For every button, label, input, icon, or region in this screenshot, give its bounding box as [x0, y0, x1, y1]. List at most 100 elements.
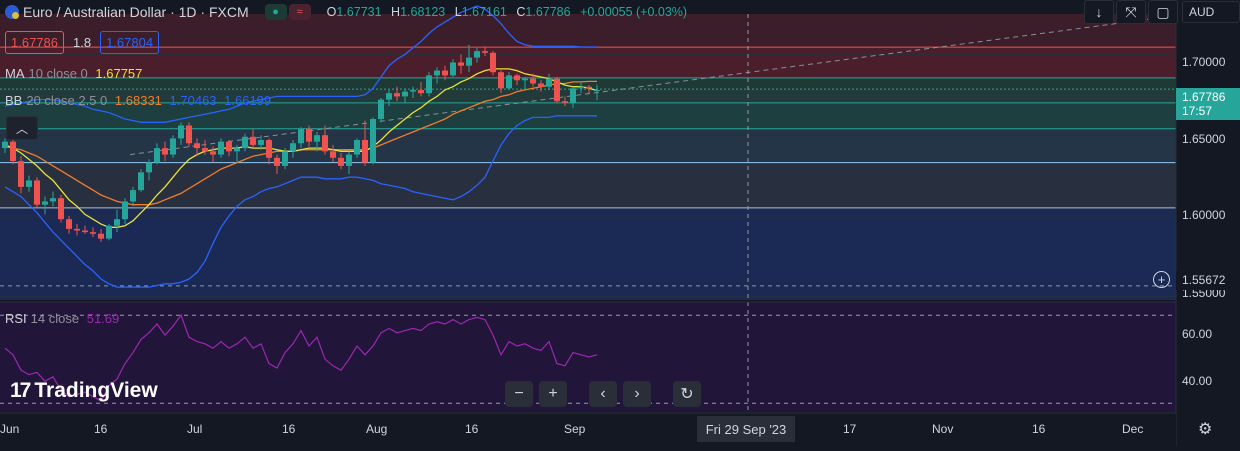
candle-body	[514, 75, 520, 81]
reset-icon: ↻	[680, 386, 694, 403]
currency-select[interactable]: AUD	[1182, 1, 1240, 23]
candle-body	[2, 141, 8, 149]
last-price-label: 1.67786 17:57	[1176, 88, 1240, 120]
candle	[386, 89, 392, 107]
candle	[458, 54, 464, 74]
price-axis-bg	[1177, 0, 1240, 446]
gear-icon[interactable]: ⚙	[1198, 421, 1213, 438]
ohlc-change: +0.00055 (+0.03%)	[580, 5, 688, 19]
sell-button[interactable]: 1.67786	[5, 30, 64, 54]
candle-body	[450, 62, 456, 76]
candle	[362, 120, 368, 166]
candle-body	[26, 180, 32, 187]
candle	[242, 133, 248, 152]
crosshair-date-label: Fri 29 Sep '23	[697, 416, 795, 442]
candle	[290, 140, 296, 158]
time-label: 17	[843, 422, 857, 436]
minus-icon: −	[514, 385, 524, 402]
bb-name: BB	[5, 93, 23, 108]
candle	[114, 209, 120, 233]
candle	[178, 122, 184, 145]
candle	[34, 177, 40, 208]
candle	[410, 86, 416, 99]
time-label: 16	[94, 422, 108, 436]
candle-body	[490, 52, 496, 73]
candle-body	[34, 180, 40, 205]
zoom-out-button[interactable]: −	[505, 381, 533, 407]
candle	[322, 125, 328, 155]
rsi-params: 14 close	[30, 311, 80, 326]
spread-value: 1.8	[73, 34, 92, 50]
candle-body	[10, 141, 16, 162]
candle-body	[266, 140, 272, 158]
candle-body	[562, 101, 568, 103]
candle-body	[362, 140, 368, 163]
candle-body	[66, 219, 72, 229]
candle	[346, 151, 352, 174]
time-label: 16	[1032, 422, 1046, 436]
bb-legend[interactable]: BB 20 close 2.5 0 1.68331 1.70463 1.66199	[5, 93, 271, 108]
candle-body	[338, 157, 344, 166]
candle	[250, 128, 256, 149]
bb-upper-value: 1.70463	[169, 93, 217, 108]
chart-navigation: − + ‹ › ↻	[505, 381, 701, 407]
bb-lower-line	[4, 115, 597, 288]
chevron-left-icon: ‹	[600, 385, 606, 402]
candle	[442, 65, 448, 81]
candle	[530, 73, 536, 87]
candle	[378, 98, 384, 123]
symbol-title[interactable]: Euro / Australian Dollar · 1D · FXCM	[23, 4, 249, 20]
rsi-name: RSI	[5, 311, 27, 326]
screenshot-icon[interactable]: ▢	[1148, 0, 1178, 24]
candle	[186, 122, 192, 147]
rsi-legend[interactable]: RSI 14 close 51.69	[5, 311, 119, 326]
candle-body	[114, 219, 120, 226]
candle-body	[434, 70, 440, 76]
add-alert-plus-icon[interactable]: +	[1153, 271, 1170, 288]
time-label: Jul	[187, 422, 203, 436]
candle	[66, 215, 72, 234]
candle-body	[50, 198, 56, 202]
zone-fill	[0, 128, 1176, 163]
currency-flag-icon	[5, 5, 19, 19]
collapse-icon[interactable]: ⤧	[1116, 0, 1146, 24]
price-tick: 1.70000	[1182, 55, 1226, 69]
candle	[226, 140, 232, 157]
candle	[554, 77, 560, 103]
candle	[138, 169, 144, 192]
candle	[306, 125, 312, 147]
arrow-down-icon[interactable]: ↓	[1084, 0, 1114, 24]
collapse-legend-button[interactable]: ︿	[6, 116, 38, 140]
candle	[162, 141, 168, 162]
scroll-left-button[interactable]: ‹	[589, 381, 617, 407]
candle	[514, 73, 520, 86]
candle-body	[58, 198, 64, 220]
ma-legend[interactable]: MA 10 close 0 1.67757	[5, 66, 142, 81]
candle-body	[418, 89, 424, 94]
time-label: 16	[282, 422, 296, 436]
time-axis-bg	[0, 414, 1176, 446]
ma-line	[4, 68, 598, 228]
price-tick: 1.60000	[1182, 208, 1226, 222]
candle-body	[178, 125, 184, 139]
candle	[354, 138, 360, 158]
ma-params: 10 close 0	[28, 66, 88, 81]
candle-body	[506, 75, 512, 89]
candle-body	[138, 172, 144, 191]
scroll-right-button[interactable]: ›	[623, 381, 651, 407]
candle-body	[538, 83, 544, 87]
reset-chart-button[interactable]: ↻	[673, 381, 701, 407]
candle-body	[442, 70, 448, 76]
buy-button[interactable]: 1.67804	[100, 30, 160, 54]
market-status-pills[interactable]: ● ≈	[264, 4, 311, 20]
candle	[562, 96, 568, 107]
candle-body	[370, 119, 376, 163]
zoom-in-button[interactable]: +	[539, 381, 567, 407]
candle	[394, 86, 400, 102]
rsi-line	[4, 313, 598, 402]
candle-body	[410, 89, 416, 92]
candle-body	[146, 162, 152, 173]
tradingview-logo[interactable]: 17 TradingView	[10, 379, 158, 403]
